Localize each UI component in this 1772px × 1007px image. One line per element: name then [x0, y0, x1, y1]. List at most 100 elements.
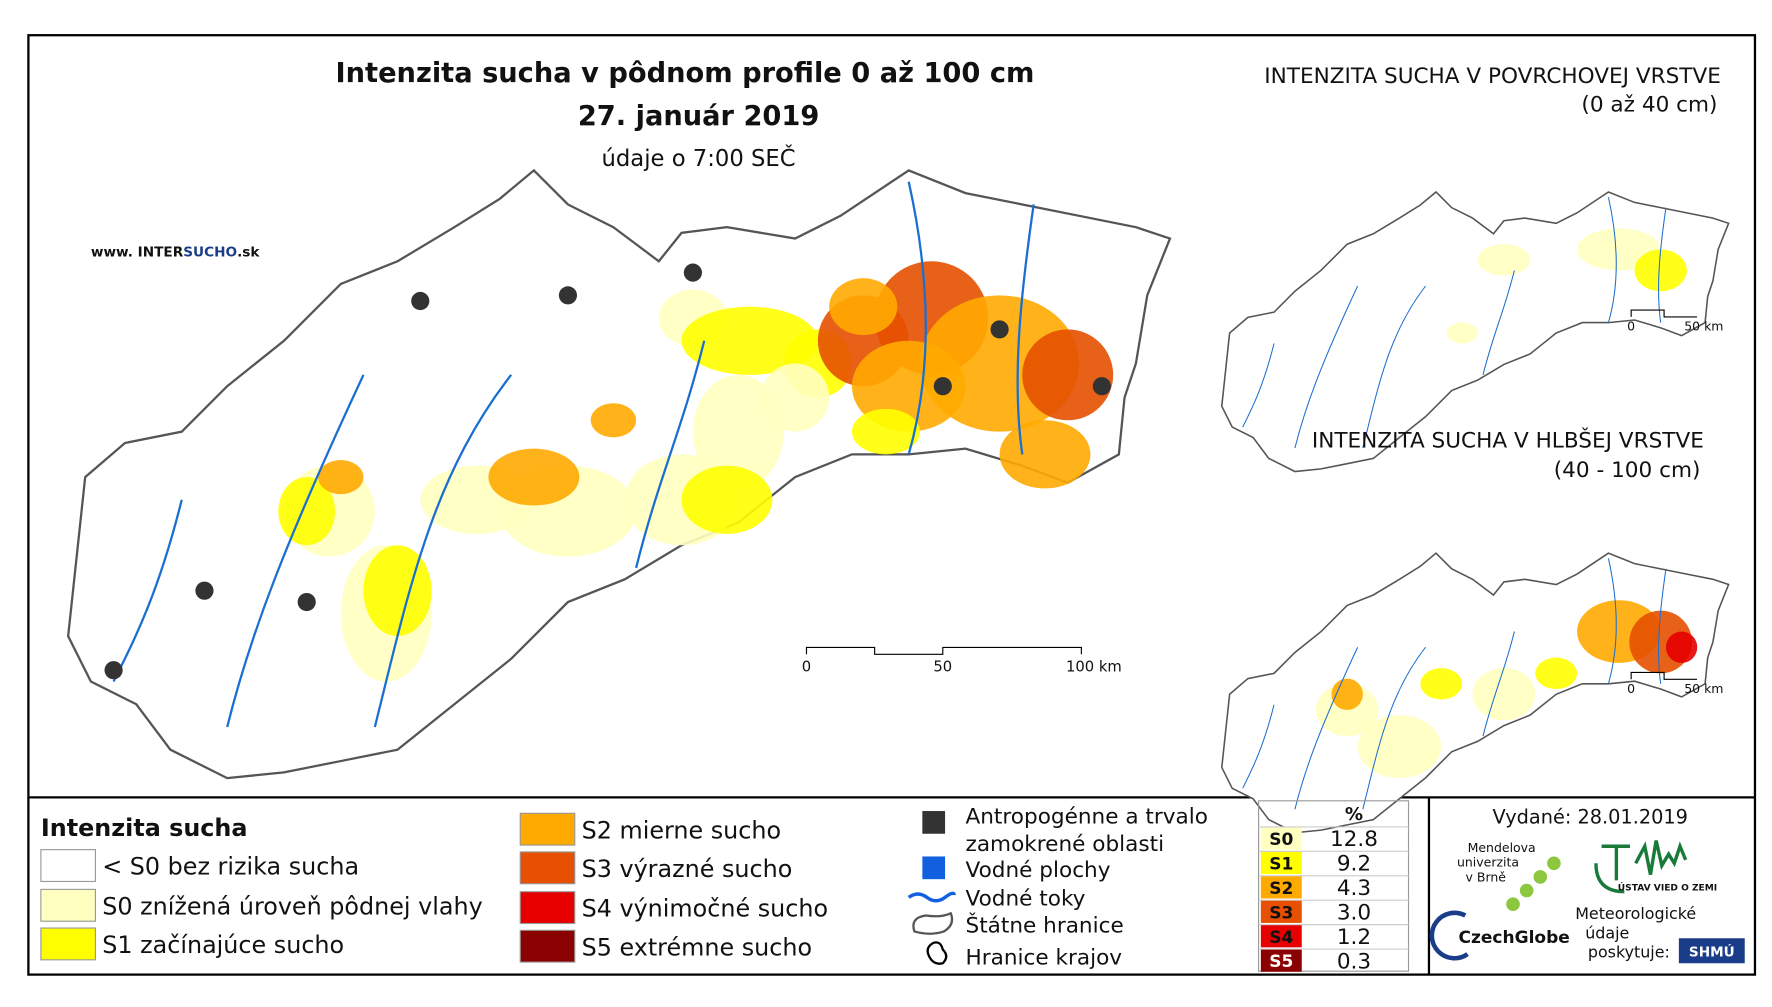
drought-area: [1665, 631, 1698, 663]
scale-label: 50: [933, 658, 952, 675]
urban-area: [1092, 377, 1111, 396]
river: [907, 181, 927, 455]
table-class: S3: [1269, 903, 1293, 923]
drought-area: [363, 545, 432, 637]
feature-label-line: Antropogénne a trvalo: [966, 805, 1208, 830]
legend-label: S2 mierne sucho: [582, 816, 782, 844]
drought-area: [829, 278, 898, 336]
drought-area: [692, 374, 784, 489]
time-note: údaje o 7:00 SEČ: [602, 144, 796, 172]
drought-area: [1022, 329, 1114, 421]
logo-line: univerzita: [1457, 855, 1519, 870]
scale-label: 100 km: [1066, 658, 1122, 675]
provider: Meteorologické údaje poskytuje:: [1575, 904, 1696, 962]
legend-label: S4 výnimočné sucho: [582, 895, 828, 923]
provider-line: poskytuje:: [1588, 943, 1670, 962]
urban-area: [297, 592, 316, 612]
inset-subtitle: (40 - 100 cm): [1554, 458, 1701, 483]
dot: [1533, 870, 1548, 884]
river: [1242, 343, 1275, 428]
urban-area: [104, 661, 123, 680]
table-value: 12.8: [1330, 827, 1378, 852]
scale-bar: [1630, 309, 1698, 318]
logo-ustav: [1594, 840, 1688, 894]
table-swatch: [1260, 900, 1302, 923]
legend-label: S0 znížená úroveň pôdnej vlahy: [102, 892, 483, 920]
table-value: 3.0: [1337, 901, 1371, 926]
river: [1016, 204, 1035, 455]
river: [1607, 197, 1617, 323]
feature-label: Vodné toky: [966, 886, 1086, 911]
scale-label: 50 km: [1684, 319, 1723, 334]
symbol-border: [912, 911, 954, 935]
table-value: 9.2: [1337, 852, 1371, 877]
urban-area: [933, 377, 952, 396]
website: www. INTERSUCHO.sk: [91, 245, 261, 261]
table-header: %: [1345, 804, 1363, 825]
legend-classes: < S0 bez rizika sucha S0 znížená úroveň p…: [40, 812, 828, 963]
website-prefix: www. INTER: [91, 245, 184, 261]
table-class: S4: [1269, 928, 1293, 948]
inset-subtitle: (0 až 40 cm): [1581, 92, 1717, 117]
table-value: 0.3: [1337, 949, 1371, 974]
river: [1658, 207, 1667, 323]
logo-arc: [1429, 910, 1469, 961]
dot: [1547, 856, 1561, 871]
legend-swatch: [40, 888, 96, 922]
logo-line: Mendelova: [1468, 840, 1536, 855]
legend-swatch: [40, 927, 96, 961]
logo-czechglobe: CzechGlobe: [1458, 928, 1569, 948]
table-class: S5: [1269, 952, 1293, 972]
river: [226, 374, 365, 728]
inset-title: INTENZITA SUCHA V HLBŠEJ VRSTVE: [1312, 428, 1704, 454]
drought-area: [1357, 715, 1442, 778]
scale-label: 0: [802, 658, 811, 675]
scale-label: 0: [1627, 681, 1635, 696]
drought-area: [1535, 657, 1578, 690]
river: [1482, 631, 1515, 737]
issued: Vydané: 28.01.2019: [1493, 806, 1688, 829]
urban-area: [411, 291, 430, 311]
urban-area: [683, 263, 702, 282]
drought-area: [761, 363, 830, 432]
legend-swatch: [40, 849, 96, 883]
website-suffix: .sk: [237, 245, 260, 261]
scale-label: 50 km: [1684, 681, 1723, 696]
river: [1294, 285, 1359, 449]
symbol-urban: [922, 811, 946, 834]
provider-line: údaje: [1585, 923, 1629, 942]
table-class: S1: [1269, 855, 1293, 875]
feature-label: Hranice krajov: [966, 945, 1123, 970]
logo-ustav-text: ÚSTAV VIED O ZEMI: [1618, 882, 1717, 894]
table-swatch: [1260, 924, 1302, 948]
river: [1294, 647, 1359, 810]
map-date: 27. január 2019: [578, 101, 819, 132]
drought-area: [999, 420, 1091, 489]
river: [1362, 646, 1426, 810]
legend-label: S1 začínajúce sucho: [102, 931, 344, 959]
scale-bar: [1630, 671, 1698, 680]
main-map: [67, 169, 1172, 780]
inset-title: INTENZITA SUCHA V POVRCHOVEJ VRSTVE: [1264, 64, 1721, 89]
legend-swatch: [519, 929, 576, 963]
website-highlight: SUCHO: [183, 245, 237, 261]
drought-area: [278, 477, 336, 546]
drought-area: [488, 448, 580, 506]
symbol-region: [926, 941, 948, 965]
logo-mendel: Mendelova univerzita v Brně: [1457, 840, 1536, 885]
logo-shmu: [1678, 938, 1745, 964]
drought-area: [681, 306, 818, 375]
table-value: 1.2: [1337, 925, 1371, 950]
scale-bar: [805, 646, 1082, 655]
table-swatch: [1260, 949, 1302, 972]
logo-dots: [1506, 856, 1561, 911]
legend-label: < S0 bez rizika sucha: [102, 853, 359, 881]
table-class: S2: [1269, 879, 1293, 899]
river: [112, 499, 183, 683]
river: [373, 374, 513, 728]
urban-area: [195, 581, 214, 600]
drought-area: [1477, 244, 1531, 276]
